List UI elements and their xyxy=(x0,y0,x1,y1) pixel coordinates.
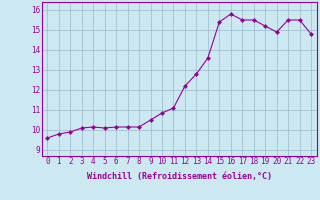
X-axis label: Windchill (Refroidissement éolien,°C): Windchill (Refroidissement éolien,°C) xyxy=(87,172,272,181)
